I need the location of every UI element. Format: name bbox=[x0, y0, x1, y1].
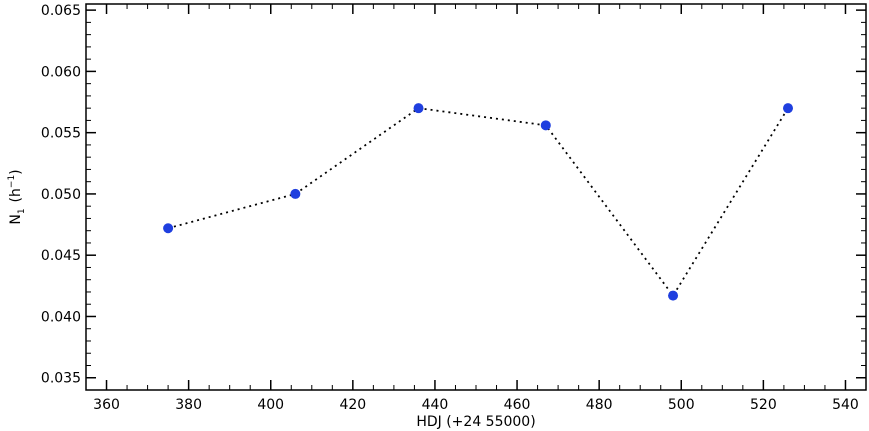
y-tick-label: 0.055 bbox=[41, 126, 81, 142]
x-axis-title: HDJ (+24 55000) bbox=[416, 414, 535, 430]
data-points bbox=[163, 103, 793, 301]
x-tick-label: 460 bbox=[504, 397, 531, 413]
y-axis-title-sup: −1 bbox=[7, 175, 17, 188]
y-tick-label: 0.065 bbox=[41, 3, 81, 19]
plot-frame bbox=[85, 3, 867, 391]
x-tick-label: 480 bbox=[586, 397, 613, 413]
y-tick-label: 0.060 bbox=[41, 64, 81, 80]
x-tick-label: 380 bbox=[175, 397, 202, 413]
data-point bbox=[290, 188, 301, 199]
x-tick-label: 520 bbox=[750, 397, 777, 413]
data-point bbox=[540, 120, 551, 131]
y-axis-title-sub: 1 bbox=[17, 208, 27, 214]
x-tick-label: 440 bbox=[422, 397, 449, 413]
y-tick-label: 0.040 bbox=[41, 309, 81, 325]
x-axis-ticks: 360 380 400 420 440 460 480 500 520 540 bbox=[85, 4, 867, 413]
y-axis-title-unit: (h bbox=[8, 188, 24, 202]
y-tick-label: 0.035 bbox=[41, 371, 81, 387]
x-tick-label: 360 bbox=[93, 397, 120, 413]
data-point bbox=[668, 290, 679, 301]
y-axis-title-main: N bbox=[8, 214, 24, 224]
x-tick-label: 500 bbox=[668, 397, 695, 413]
data-point bbox=[783, 103, 793, 114]
x-tick-label: 540 bbox=[832, 397, 859, 413]
y-axis-title-close: ) bbox=[8, 169, 24, 174]
y-tick-label: 0.050 bbox=[41, 187, 81, 203]
series-line bbox=[167, 107, 789, 298]
x-tick-label: 400 bbox=[257, 397, 284, 413]
data-point bbox=[163, 223, 174, 234]
x-tick-label: 420 bbox=[339, 397, 366, 413]
y-axis-ticks: 0.035 0.040 0.045 0.050 0.055 0.060 0.065 bbox=[41, 3, 866, 391]
data-point bbox=[413, 103, 424, 114]
y-axis-title: N1 (h−1) bbox=[7, 169, 27, 224]
y-tick-label: 0.045 bbox=[41, 248, 81, 264]
